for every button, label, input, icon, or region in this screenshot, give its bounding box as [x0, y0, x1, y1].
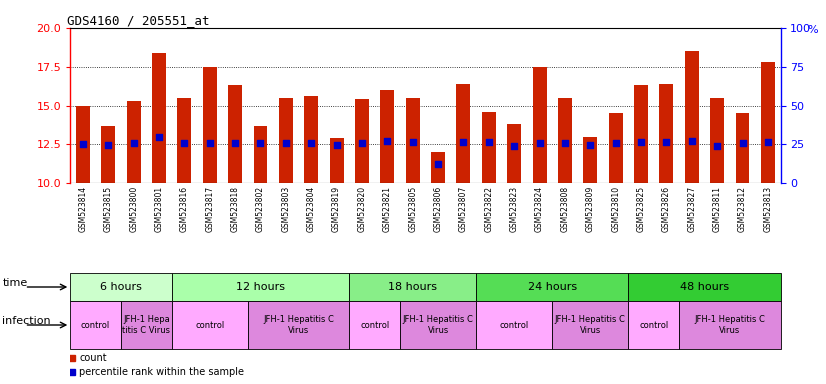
Bar — [710, 98, 724, 183]
Point — [584, 142, 597, 148]
Point — [355, 141, 368, 147]
Bar — [248, 301, 349, 349]
Text: JFH-1 Hepatitis C
Virus: JFH-1 Hepatitis C Virus — [402, 315, 473, 335]
Text: 12 hours: 12 hours — [236, 282, 285, 292]
Text: JFH-1 Hepatitis C
Virus: JFH-1 Hepatitis C Virus — [695, 315, 765, 335]
Point — [279, 140, 292, 146]
Point — [127, 141, 140, 147]
Point — [76, 141, 89, 147]
Bar — [761, 62, 775, 183]
Bar — [482, 112, 496, 183]
Point — [330, 142, 343, 148]
Bar — [355, 99, 369, 183]
Bar — [279, 98, 293, 183]
Bar — [400, 301, 476, 349]
Bar — [476, 273, 629, 301]
Text: control: control — [360, 321, 389, 329]
Point — [762, 139, 775, 145]
Text: control: control — [639, 321, 668, 329]
Bar — [553, 301, 629, 349]
Bar — [406, 98, 420, 183]
Bar — [558, 98, 572, 183]
Bar — [202, 67, 216, 183]
Bar — [152, 53, 166, 183]
Bar — [507, 124, 521, 183]
Text: control: control — [81, 321, 110, 329]
Bar — [679, 301, 781, 349]
Bar — [102, 126, 116, 183]
Y-axis label: %: % — [807, 25, 818, 35]
Point — [254, 141, 267, 147]
Point — [710, 143, 724, 149]
Bar — [380, 90, 394, 183]
Text: 48 hours: 48 hours — [680, 282, 729, 292]
Point — [431, 161, 444, 167]
Point — [102, 142, 115, 148]
Bar — [70, 273, 172, 301]
Point — [229, 141, 242, 147]
Text: time: time — [2, 278, 28, 288]
Text: JFH-1 Hepa
titis C Virus: JFH-1 Hepa titis C Virus — [122, 315, 170, 335]
Bar — [349, 301, 400, 349]
Bar — [629, 273, 781, 301]
Text: JFH-1 Hepatitis C
Virus: JFH-1 Hepatitis C Virus — [555, 315, 626, 335]
Bar — [121, 301, 172, 349]
Bar — [533, 67, 547, 183]
Text: 6 hours: 6 hours — [100, 282, 142, 292]
Bar — [431, 152, 445, 183]
Bar — [178, 98, 192, 183]
Bar — [609, 113, 623, 183]
Bar — [304, 96, 318, 183]
Point — [634, 139, 648, 145]
Point — [507, 143, 520, 149]
Bar — [685, 51, 699, 183]
Bar — [583, 136, 597, 183]
Point — [381, 138, 394, 144]
Bar — [735, 113, 749, 183]
Point — [203, 141, 216, 147]
Text: control: control — [195, 321, 225, 329]
Point — [533, 141, 546, 147]
Point — [178, 141, 191, 147]
Bar — [254, 126, 268, 183]
Text: control: control — [500, 321, 529, 329]
Bar — [349, 273, 476, 301]
Point — [609, 141, 622, 147]
Point — [558, 140, 572, 146]
Point — [152, 133, 165, 139]
Point — [660, 139, 673, 145]
Bar — [330, 138, 344, 183]
Text: 18 hours: 18 hours — [388, 282, 437, 292]
Point — [482, 139, 496, 145]
Bar — [634, 85, 648, 183]
Bar — [228, 85, 242, 183]
Point — [305, 140, 318, 146]
Bar — [629, 301, 679, 349]
Point — [685, 138, 698, 144]
Text: GDS4160 / 205551_at: GDS4160 / 205551_at — [67, 14, 209, 27]
Text: JFH-1 Hepatitis C
Virus: JFH-1 Hepatitis C Virus — [263, 315, 334, 335]
Bar — [172, 273, 349, 301]
Bar — [172, 301, 248, 349]
Bar — [476, 301, 553, 349]
Bar — [76, 106, 90, 183]
Point — [457, 139, 470, 145]
Bar — [70, 301, 121, 349]
Bar — [126, 101, 140, 183]
Text: infection: infection — [2, 316, 51, 326]
Text: percentile rank within the sample: percentile rank within the sample — [79, 367, 244, 377]
Point — [736, 141, 749, 147]
Point — [406, 139, 420, 145]
Bar — [457, 84, 471, 183]
Bar — [659, 84, 673, 183]
Text: 24 hours: 24 hours — [528, 282, 577, 292]
Text: count: count — [79, 353, 107, 363]
